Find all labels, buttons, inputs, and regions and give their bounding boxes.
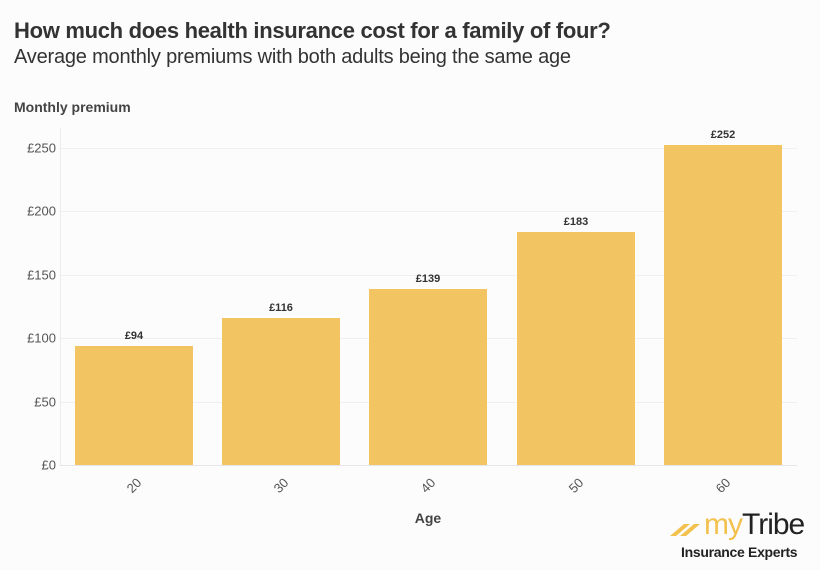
- bar-age-60[interactable]: [664, 145, 782, 465]
- x-tick: 40: [417, 475, 439, 496]
- bar-value-label: £94: [124, 330, 144, 342]
- x-axis-line: [60, 465, 797, 466]
- gridline-150: [60, 275, 797, 276]
- y-tick: £100: [27, 330, 56, 346]
- x-tick: 60: [712, 475, 734, 496]
- y-tick: £150: [27, 267, 56, 283]
- y-tick: £0: [41, 457, 56, 473]
- y-tick: £200: [27, 203, 56, 219]
- bar-value-label: £183: [563, 216, 589, 228]
- x-tick: 50: [565, 475, 587, 496]
- bar-value-label: £139: [415, 273, 441, 285]
- logo-tagline: Insurance Experts: [681, 544, 798, 560]
- bar-age-20[interactable]: [75, 346, 193, 465]
- gridline-200: [60, 211, 797, 212]
- chart-subtitle: Average monthly premiums with both adult…: [14, 46, 571, 68]
- mytribe-logo: myTribe Insurance Experts: [670, 508, 815, 564]
- bar-age-40[interactable]: [369, 289, 487, 465]
- bar-value-label: £116: [269, 302, 293, 314]
- gridline-250: [60, 148, 797, 149]
- logo-chevron-icon: [670, 524, 700, 536]
- y-axis-line: [60, 128, 61, 466]
- chart-title: How much does health insurance cost for …: [14, 18, 611, 43]
- x-axis-label: Age: [414, 510, 442, 526]
- bar-age-50[interactable]: [517, 232, 635, 465]
- x-tick: 20: [123, 475, 145, 496]
- bar-value-label: £252: [710, 129, 736, 141]
- bar-age-30[interactable]: [222, 318, 340, 465]
- logo-wordmark: myTribe: [704, 508, 805, 541]
- y-tick: £250: [27, 140, 56, 156]
- y-tick: £50: [34, 394, 56, 410]
- x-tick: 30: [270, 475, 292, 496]
- y-axis-label: Monthly premium: [14, 99, 131, 115]
